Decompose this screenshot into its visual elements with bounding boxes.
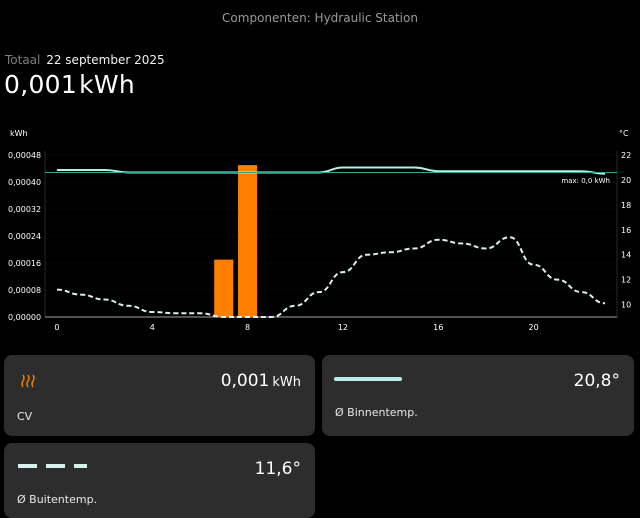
cv-value-number: 0,001: [220, 371, 270, 391]
heating-icon: [21, 374, 35, 388]
x-tick-label: 12: [338, 323, 348, 332]
left-tick-label: 0,00000: [8, 313, 41, 322]
total-unit: kWh: [79, 70, 136, 99]
total-value: 0,001: [4, 70, 78, 99]
outdoor-temp-card[interactable]: 11,6° Ø Buitentemp.: [4, 443, 315, 518]
right-tick-label: 10: [621, 301, 631, 310]
period-label: Totaal: [5, 53, 41, 67]
right-tick-label: 12: [621, 276, 631, 285]
cv-value: 0,001 kWh: [221, 371, 301, 391]
x-tick-label: 0: [54, 323, 59, 332]
right-tick-label: 14: [621, 251, 631, 260]
period-date: Totaal 22 september 2025: [5, 53, 165, 67]
outdoor-temp-value: 11,6°: [254, 459, 301, 479]
outdoor-temp-label: Ø Buitentemp.: [17, 493, 98, 506]
right-tick-label: 20: [621, 176, 631, 185]
indoor-temp-label: Ø Binnentemp.: [335, 406, 418, 419]
right-tick-label: 22: [621, 151, 631, 160]
right-tick-label: 16: [621, 226, 631, 235]
right-tick-label: 18: [621, 201, 631, 210]
right-axis-unit: °C: [619, 129, 629, 138]
cv-label: CV: [17, 410, 33, 423]
left-axis-unit: kWh: [10, 129, 28, 138]
left-tick-label: 0,00008: [8, 286, 41, 295]
x-tick-label: 8: [245, 323, 250, 332]
x-tick-label: 16: [433, 323, 443, 332]
left-tick-label: 0,00016: [8, 259, 41, 268]
x-tick-label: 20: [528, 323, 538, 332]
total-energy: 0,001kWh: [4, 70, 135, 99]
indoor-temp-value: 20,8°: [573, 371, 620, 391]
energy-bar: [214, 259, 234, 317]
page-title: Componenten: Hydraulic Station: [222, 11, 418, 25]
cv-value-unit: kWh: [272, 375, 301, 390]
x-tick-label: 4: [150, 323, 155, 332]
left-tick-label: 0,00048: [8, 151, 41, 160]
energy-bar: [238, 165, 258, 317]
dashed-line-legend-icon: [18, 464, 87, 468]
energy-temperature-chart[interactable]: kWh °C 0,00048 0,00040 0,00032 0,00024 0,00016…: [0, 122, 640, 337]
left-tick-label: 0,00040: [8, 178, 41, 187]
left-tick-label: 0,00032: [8, 205, 41, 214]
left-tick-label: 0,00024: [8, 232, 41, 241]
date-label[interactable]: 22 september 2025: [46, 53, 165, 67]
indoor-temp-card[interactable]: 20,8° Ø Binnentemp.: [322, 355, 634, 436]
solid-line-legend-icon: [334, 377, 402, 381]
max-annotation: max: 0,0 kWh: [561, 177, 610, 185]
outdoor-temp-line: [56, 236, 606, 318]
cv-card[interactable]: 0,001 kWh CV: [4, 355, 315, 436]
